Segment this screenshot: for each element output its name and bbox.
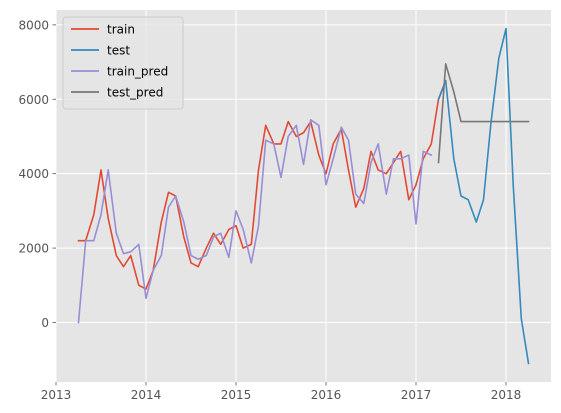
y-tick-label: 8000 bbox=[18, 18, 49, 32]
legend-label: test_pred bbox=[107, 86, 163, 100]
series-line-test bbox=[437, 27, 530, 365]
legend-label: train bbox=[107, 23, 135, 37]
series-line-train-pred bbox=[77, 118, 433, 324]
y-tick-label: 0 bbox=[41, 316, 49, 330]
x-tick-label: 2018 bbox=[491, 388, 522, 402]
y-tick-label: 6000 bbox=[18, 93, 49, 107]
legend: train test train_pred test_pred bbox=[62, 16, 184, 110]
legend-box bbox=[62, 16, 184, 110]
x-tick-label: 2017 bbox=[401, 388, 432, 402]
x-tick-label: 2016 bbox=[311, 388, 342, 402]
legend-label: train_pred bbox=[107, 65, 168, 79]
axes: 2013 2014 2015 2016 2017 2018 0 2000 4000 6000 800… bbox=[18, 18, 521, 402]
x-tick-label: 2014 bbox=[131, 388, 162, 402]
y-tick-label: 4000 bbox=[18, 167, 49, 181]
x-tick-label: 2013 bbox=[41, 388, 72, 402]
series-line-train bbox=[77, 79, 447, 290]
y-tick-label: 2000 bbox=[18, 242, 49, 256]
legend-label: test bbox=[107, 44, 130, 58]
series-layer bbox=[77, 27, 530, 365]
series-line-test-pred bbox=[437, 63, 530, 164]
x-tick-label: 2015 bbox=[221, 388, 252, 402]
